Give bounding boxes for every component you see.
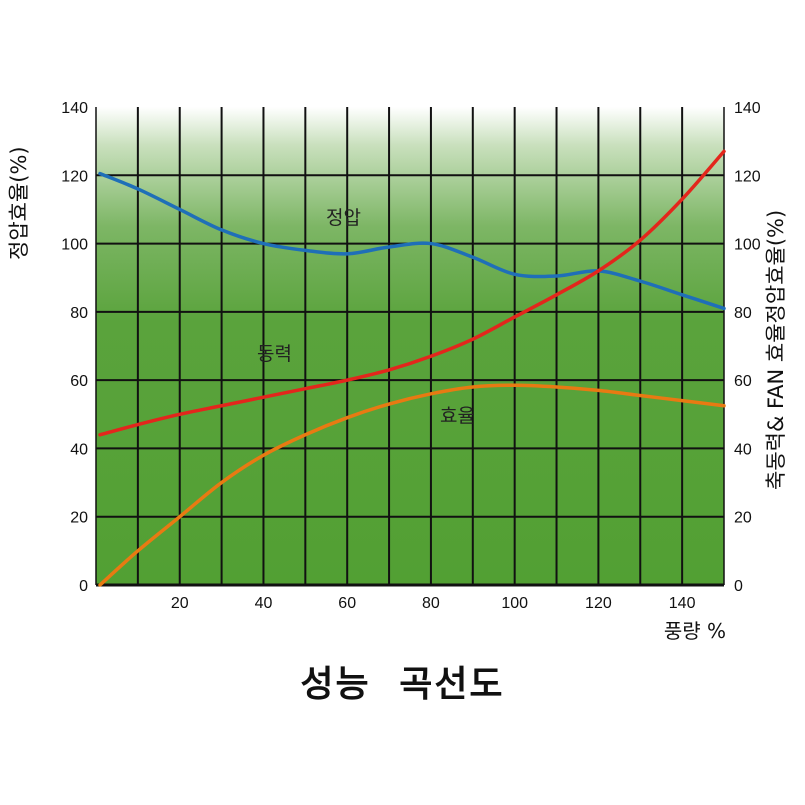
x-tick-label: 100 bbox=[501, 595, 528, 612]
y-tick-label-left: 80 bbox=[70, 305, 88, 322]
y-tick-label-left: 20 bbox=[70, 510, 88, 527]
y-axis-title-right: 축동력& FAN 효율정압효율(%) bbox=[764, 210, 788, 490]
x-tick-label: 140 bbox=[669, 595, 696, 612]
series-label-pressure: 정압 bbox=[326, 207, 361, 229]
x-tick-label: 60 bbox=[338, 595, 356, 612]
series-line-pressure bbox=[98, 171, 726, 311]
series-label-power: 동력 bbox=[257, 343, 292, 365]
y-tick-label-right: 100 bbox=[734, 237, 761, 254]
y-tick-label-right: 40 bbox=[734, 441, 752, 458]
y-tick-label-right: 60 bbox=[734, 373, 752, 390]
chart-title: 성능 곡선도 bbox=[300, 664, 505, 705]
series-line-efficiency bbox=[98, 383, 726, 587]
x-axis-title: 풍량 % bbox=[664, 619, 726, 643]
grid-lines bbox=[96, 107, 724, 585]
y-axis-title-left: 정압효율(%) bbox=[7, 146, 31, 260]
y-tick-label-left: 140 bbox=[61, 100, 88, 117]
x-tick-label: 40 bbox=[255, 595, 273, 612]
x-tick-label: 80 bbox=[422, 595, 440, 612]
plot-background bbox=[96, 107, 724, 585]
y-tick-label-left: 0 bbox=[79, 578, 88, 595]
y-tick-label-right: 120 bbox=[734, 168, 761, 185]
y-tick-label-left: 100 bbox=[61, 237, 88, 254]
series-lines bbox=[98, 149, 726, 587]
y-tick-label-right: 20 bbox=[734, 510, 752, 527]
axes bbox=[95, 107, 725, 587]
x-tick-label: 120 bbox=[585, 595, 612, 612]
y-tick-label-right: 0 bbox=[734, 578, 743, 595]
y-tick-label-right: 80 bbox=[734, 305, 752, 322]
y-tick-label-left: 120 bbox=[61, 168, 88, 185]
y-tick-label-left: 40 bbox=[70, 441, 88, 458]
x-tick-label: 20 bbox=[171, 595, 189, 612]
series-line-power bbox=[98, 149, 726, 437]
tick-labels: 0 0 20 20 40 40 60 60 80 80 100 100 120 120 140 140 20 40… bbox=[61, 100, 761, 612]
y-tick-label-left: 60 bbox=[70, 373, 88, 390]
y-tick-label-right: 140 bbox=[734, 100, 761, 117]
series-label-efficiency: 효율 bbox=[440, 405, 475, 427]
